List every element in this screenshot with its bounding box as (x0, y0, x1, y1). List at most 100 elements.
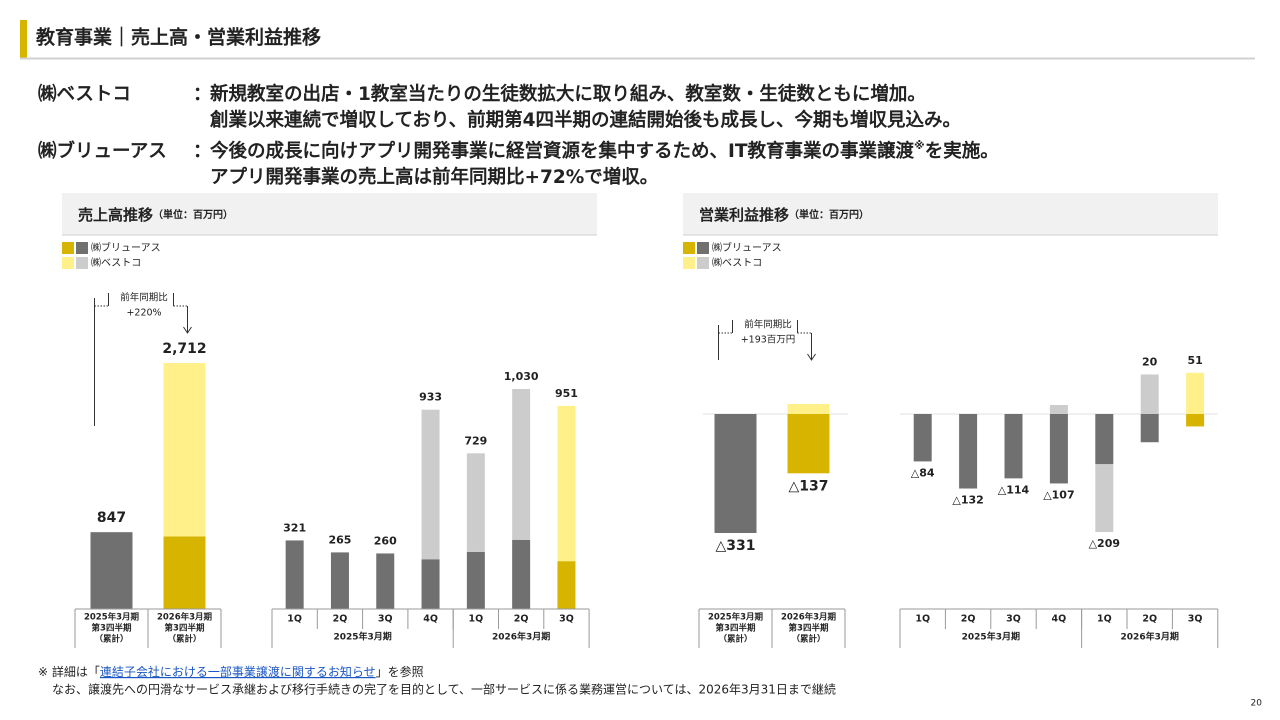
text-part: 」を参照 (376, 664, 424, 679)
bullet-sep: ： (193, 141, 212, 162)
bar-segment (787, 414, 830, 474)
x-tick-label: （累計） (791, 634, 825, 645)
superscript: ※ (914, 139, 925, 152)
footnote: なお、譲渡先への円滑なサービス承継および移行手続きの完了を目的として、一部サービ… (52, 682, 836, 697)
bar-segment (285, 540, 304, 609)
legend-label: ㈱ブリューアス (91, 241, 161, 254)
panel-title-text: 営業利益推移 (699, 206, 789, 224)
bar-segment (421, 559, 440, 609)
footnote-link[interactable]: 連結子会社における一部事業譲渡に関するお知らせ (100, 664, 376, 679)
annotation-text: 前年同期比 (744, 319, 792, 331)
total-label: 265 (328, 533, 351, 546)
total-label: △132 (952, 494, 983, 507)
panel-title-text: 売上高推移 (78, 206, 153, 224)
x-tick-label: 2Q (514, 614, 529, 625)
legend-swatch (76, 242, 88, 254)
x-tick-label: 3Q (378, 614, 393, 625)
annotation-arrowhead (183, 326, 192, 334)
annotation-text: +193百万円 (741, 335, 796, 346)
legend-swatch (683, 257, 695, 269)
x-tick-label: 2026年3月期 (781, 612, 837, 623)
slide-title: 教育事業｜売上高・営業利益推移 (36, 26, 321, 49)
total-label: △107 (1043, 488, 1074, 501)
bar-segment (787, 403, 830, 414)
bar-segment (1095, 414, 1114, 465)
panel-title: 売上高推移（単位：百万円） (78, 206, 233, 224)
legend-swatch (62, 242, 74, 254)
bar-segment (330, 552, 349, 609)
bullet-text: 創業以来連続で増収しており、前期第4四半期の連結開始後も成長し、今期も増収見込み… (209, 109, 961, 131)
text-part: ※ 詳細は「 (38, 664, 100, 679)
bar-segment (1140, 414, 1159, 443)
bar-segment (1049, 414, 1068, 484)
annotation-text: 前年同期比 (120, 292, 168, 304)
total-label: 729 (464, 434, 487, 447)
x-tick-label: 第3四半期 (716, 623, 756, 634)
x-tick-label: 1Q (469, 614, 484, 625)
x-tick-label: 第3四半期 (165, 623, 205, 634)
bar-segment (163, 536, 206, 609)
legend-swatch (76, 257, 88, 269)
x-tick-label: 3Q (559, 614, 574, 625)
group-label: 2025年3月期 (962, 631, 1020, 643)
panel-header (62, 193, 597, 235)
group-label: 2026年3月期 (1121, 631, 1179, 643)
x-tick-label: 3Q (1188, 614, 1203, 625)
total-label: 2,712 (162, 341, 206, 357)
bar-segment (512, 389, 531, 540)
bar-segment (1186, 414, 1205, 427)
total-label: 951 (555, 387, 578, 400)
bar-segment (466, 453, 485, 552)
total-label: 321 (283, 521, 306, 534)
text-part: 今後の成長に向けアプリ開発事業に経営資源を集中するため、IT教育事業の事業譲渡 (209, 140, 915, 162)
bar-segment (959, 414, 978, 489)
bar-segment (1140, 374, 1159, 414)
bullet-text: アプリ開発事業の売上高は前年同期比+72%で増収。 (210, 166, 658, 188)
bullet-label: ㈱ブリューアス (38, 140, 167, 162)
x-tick-label: 4Q (423, 614, 438, 625)
legend-swatch (697, 257, 709, 269)
total-label: △331 (716, 538, 756, 554)
page-number: 20 (1251, 699, 1263, 709)
total-label: △209 (1089, 537, 1120, 550)
total-label: 260 (374, 534, 397, 547)
x-tick-label: 2Q (1142, 614, 1157, 625)
x-tick-label: 2026年3月期 (157, 612, 213, 623)
panel-unit: （単位：百万円） (153, 208, 233, 221)
annotation-text: +220% (126, 308, 161, 319)
x-tick-label: （累計） (718, 634, 752, 645)
x-tick-label: 1Q (1097, 614, 1112, 625)
x-tick-label: 3Q (1006, 614, 1021, 625)
panel-title: 営業利益推移（単位：百万円） (699, 206, 869, 224)
bullet-text: 今後の成長に向けアプリ開発事業に経営資源を集中するため、IT教育事業の事業譲渡※… (209, 139, 999, 162)
x-tick-label: 2Q (333, 614, 348, 625)
bullet-text: 新規教室の出店・1教室当たりの生徒数拡大に取り組み、教室数・生徒数ともに増加。 (210, 83, 926, 105)
group-label: 2025年3月期 (333, 631, 391, 643)
bar-segment (466, 551, 485, 609)
bar-segment (1004, 414, 1023, 479)
total-label: 20 (1142, 355, 1158, 368)
bar-segment (714, 414, 757, 533)
bar-segment (1186, 372, 1205, 414)
x-tick-label: 第3四半期 (92, 623, 132, 634)
bar-segment (557, 561, 576, 609)
bar-segment (1049, 404, 1068, 414)
panel-unit: （単位：百万円） (789, 208, 869, 221)
legend-label: ㈱ブリューアス (712, 241, 782, 254)
x-tick-label: 1Q (915, 614, 930, 625)
panel-header (683, 193, 1218, 235)
bar-segment (90, 532, 133, 609)
x-tick-label: 2025年3月期 (84, 612, 140, 623)
bar-segment (421, 409, 440, 560)
bar-segment (512, 539, 531, 609)
bar-segment (1095, 464, 1114, 532)
x-tick-label: （累計） (94, 634, 128, 645)
bullet-label: ㈱ベストコ (38, 83, 131, 105)
total-label: 1,030 (504, 370, 539, 383)
bullet-sep: ： (193, 84, 212, 105)
legend-swatch (683, 242, 695, 254)
bullets: ㈱ベストコ ： 新規教室の出店・1教室当たりの生徒数拡大に取り組み、教室数・生徒… (38, 83, 999, 188)
group-label: 2026年3月期 (492, 631, 550, 643)
footnote: ※ 詳細は「連結子会社における一部事業譲渡に関するお知らせ」を参照 (38, 664, 424, 679)
